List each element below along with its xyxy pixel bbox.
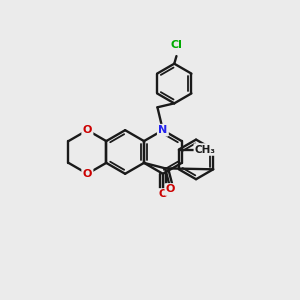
Text: CH₃: CH₃: [195, 145, 216, 154]
Text: O: O: [83, 169, 92, 179]
Text: O: O: [158, 190, 168, 200]
Text: O: O: [83, 125, 92, 135]
Text: Cl: Cl: [170, 40, 182, 50]
Text: N: N: [158, 125, 167, 135]
Text: O: O: [166, 184, 175, 194]
